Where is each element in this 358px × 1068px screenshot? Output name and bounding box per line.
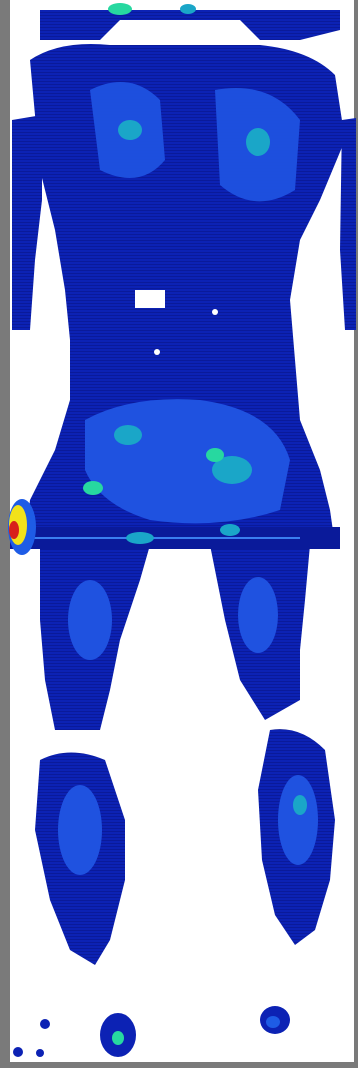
neck-gap-left	[135, 290, 165, 308]
lower-left-dot	[13, 1047, 23, 1057]
left-calf-patch	[58, 785, 102, 875]
gap-dot-2	[212, 309, 218, 315]
foot-green	[112, 1031, 124, 1045]
left-toe-dot	[40, 1019, 50, 1029]
right-arm-region	[340, 118, 356, 330]
left-arm-region	[12, 115, 42, 330]
abdomen-hot-3	[206, 448, 224, 462]
right-calf-patch	[278, 775, 318, 865]
foot-blue	[266, 1016, 280, 1028]
left-thigh-patch	[68, 580, 112, 660]
abdomen-hot-1	[114, 425, 142, 445]
gap-dot	[154, 349, 160, 355]
head-top-green	[108, 3, 132, 15]
head-top-green-2	[180, 4, 196, 14]
right-hip-hot	[220, 524, 240, 536]
head-region	[40, 10, 340, 40]
lower-mid-dot	[36, 1049, 44, 1057]
right-calf-hot	[293, 795, 307, 815]
chest-hot-right	[246, 128, 270, 156]
abdomen-hot-2	[212, 456, 252, 484]
left-hand-hot-red	[9, 521, 19, 539]
right-thigh-patch	[238, 577, 278, 653]
left-wrist-green	[83, 481, 103, 495]
chest-hot-left	[118, 120, 142, 140]
right-waist-hot	[126, 532, 154, 544]
